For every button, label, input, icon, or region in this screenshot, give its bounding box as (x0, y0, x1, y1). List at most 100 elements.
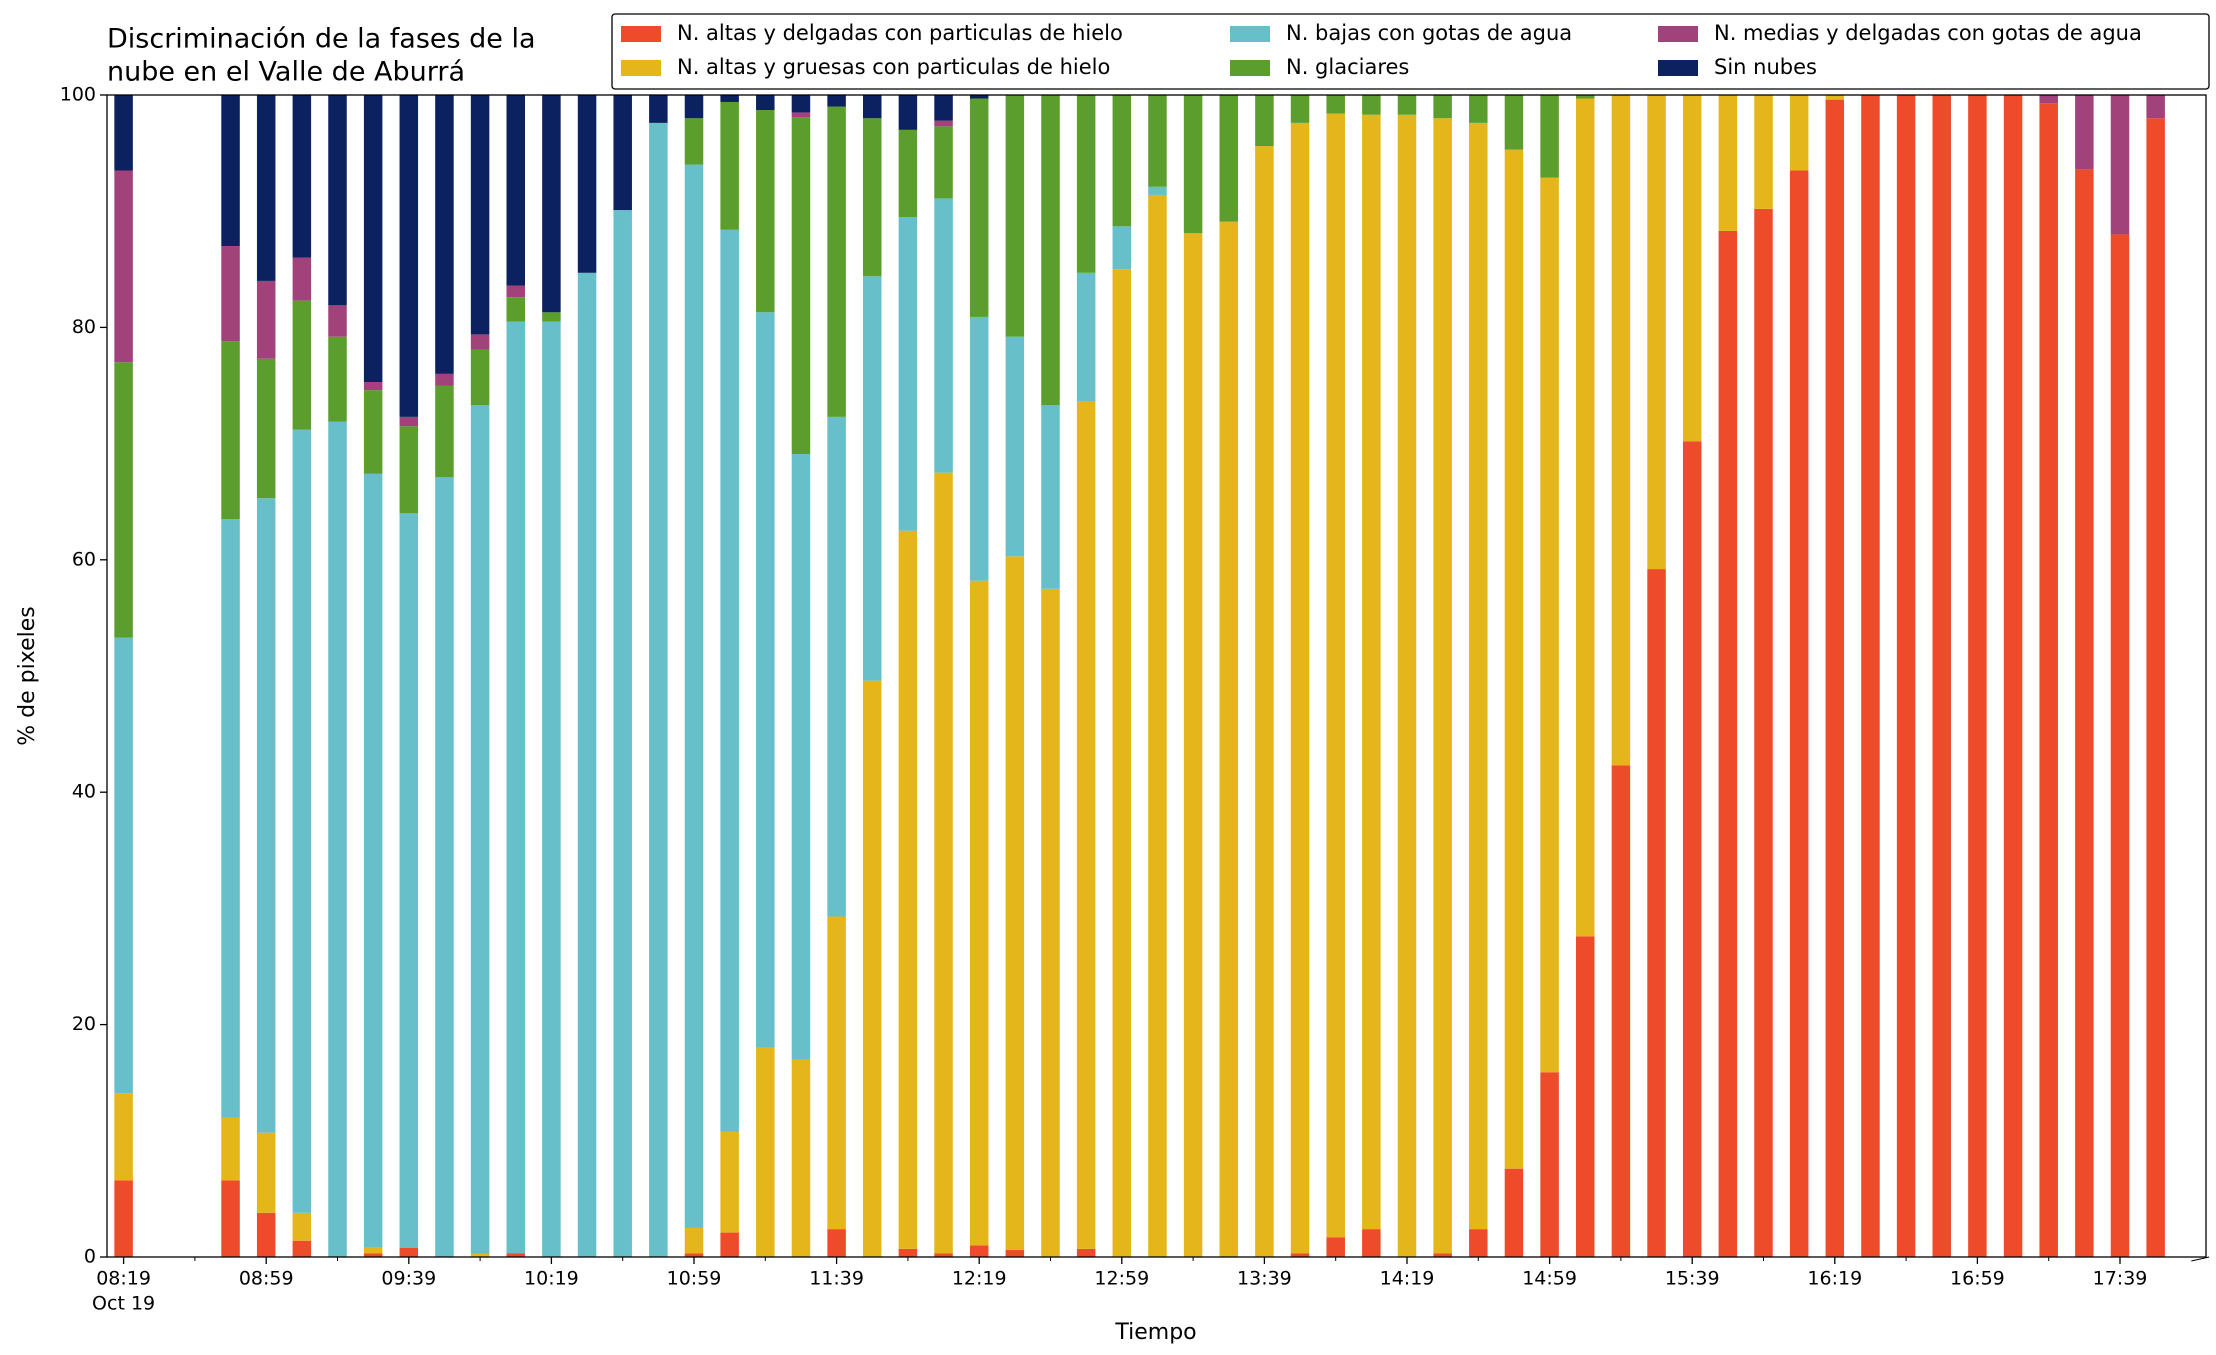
bar-segment (863, 276, 882, 681)
x-tick-label: 14:59 (1522, 1268, 1577, 1290)
bar-segment (1540, 177, 1559, 1073)
bar-segment (684, 1227, 704, 1254)
x-tick-label: 12:59 (1094, 1268, 1149, 1290)
bar-segment (292, 257, 312, 301)
bar-segment (292, 1240, 312, 1257)
bar-segment (577, 272, 597, 1257)
bar-segment (399, 95, 419, 417)
bar-segment (435, 385, 454, 478)
bar-segment (791, 454, 811, 1060)
bar-segment (898, 217, 918, 531)
bar-segment (114, 170, 133, 363)
bar-segment (470, 405, 490, 1254)
bar-segment (1290, 122, 1310, 1254)
bar-segment (114, 1180, 133, 1257)
bar-segment (934, 126, 953, 199)
x-tick-label: 10:19 (524, 1268, 579, 1290)
bar-segment (827, 416, 846, 917)
bar-segment (1041, 95, 1060, 406)
bar-segment (221, 1117, 240, 1181)
bar-segment (720, 1232, 739, 1257)
bar-segment (1255, 146, 1274, 1257)
legend-swatch (1658, 60, 1698, 76)
legend-text: N. medias y delgadas con gotas de agua (1714, 21, 2142, 45)
chart-title: nube en el Valle de Aburrá (107, 57, 465, 88)
bar-segment (2110, 95, 2130, 235)
y-tick-label: 100 (60, 84, 96, 106)
bar-segment (1326, 113, 1345, 1238)
bar-segment (1326, 95, 1345, 114)
x-tick-label: 12:19 (952, 1268, 1007, 1290)
bar-segment (1005, 95, 1025, 337)
bar-segment (1647, 569, 1666, 1257)
plot-frame (106, 94, 2207, 1258)
bar-segment (1433, 95, 1452, 119)
bar-segment (1362, 114, 1381, 1230)
bar-segment (827, 916, 846, 1230)
bar-segment (1968, 95, 1987, 1257)
legend-swatch (1230, 60, 1270, 76)
bar-segment (2110, 234, 2130, 1257)
bar-segment (898, 530, 918, 1249)
bar-segment (221, 341, 240, 520)
bar-segment (292, 300, 312, 430)
bar-segment (756, 312, 775, 1048)
bar-segment (1611, 95, 1631, 766)
bar-segment (2075, 95, 2094, 170)
bar-segment (1576, 936, 1595, 1257)
bar-segment (863, 95, 882, 119)
bar-segment (506, 95, 525, 286)
bar-segment (1148, 95, 1167, 187)
x-tick-label: 08:59 (239, 1268, 294, 1290)
bar-segment (1469, 122, 1488, 1230)
x-axis-label: Tiempo (1114, 1320, 1196, 1345)
bar-segment (1219, 221, 1238, 1258)
bar-segment (470, 95, 490, 335)
bar-segment (577, 95, 597, 273)
bar-segment (221, 246, 240, 342)
bar-segment (363, 382, 383, 391)
x-tick-label: 10:59 (667, 1268, 722, 1290)
bar-segment (292, 429, 312, 1213)
bar-segment (1754, 95, 1773, 209)
bar-segment (791, 95, 811, 113)
x-tick-label: 16:19 (1807, 1268, 1862, 1290)
bar-segment (114, 362, 133, 638)
bar-segment (292, 95, 312, 258)
bar-segment (791, 112, 811, 118)
bar-segment (506, 321, 525, 1254)
bar-segment (114, 95, 133, 171)
bar-segment (1576, 95, 1595, 99)
bar-segment (1183, 95, 1203, 234)
bar-segment (221, 1180, 240, 1257)
bar-segment (756, 110, 775, 313)
bar-segment (1504, 1168, 1524, 1257)
bar-segment (328, 336, 347, 422)
bar-segment (1255, 95, 1274, 147)
bar-segment (969, 580, 989, 1246)
bar-segment (1076, 95, 1096, 273)
bar-segment (1469, 95, 1488, 123)
bar-segment (720, 95, 739, 102)
bar-segment (720, 229, 739, 1132)
bar-segment (1825, 99, 1845, 1258)
bar-segment (720, 101, 739, 230)
bar-segment (969, 98, 989, 317)
bar-segment (328, 305, 347, 337)
bar-segment (1718, 95, 1738, 231)
legend-text: N. bajas con gotas de agua (1286, 21, 1572, 45)
bar-segment (2003, 95, 2023, 1257)
bar-segment (898, 129, 918, 218)
bar-segment (1576, 98, 1595, 937)
legend-text: N. altas y gruesas con particulas de hie… (677, 55, 1110, 79)
bar-segment (1362, 95, 1381, 115)
bar-segment (613, 210, 632, 1258)
bar-segment (1076, 272, 1096, 402)
chart-title: Discriminación de la fases de la (107, 24, 536, 55)
legend-swatch (621, 26, 661, 42)
x-tick-label: 09:39 (381, 1268, 436, 1290)
bar-segment (934, 120, 953, 127)
bar-segment (114, 637, 133, 1094)
bar-segment (363, 1253, 383, 1257)
